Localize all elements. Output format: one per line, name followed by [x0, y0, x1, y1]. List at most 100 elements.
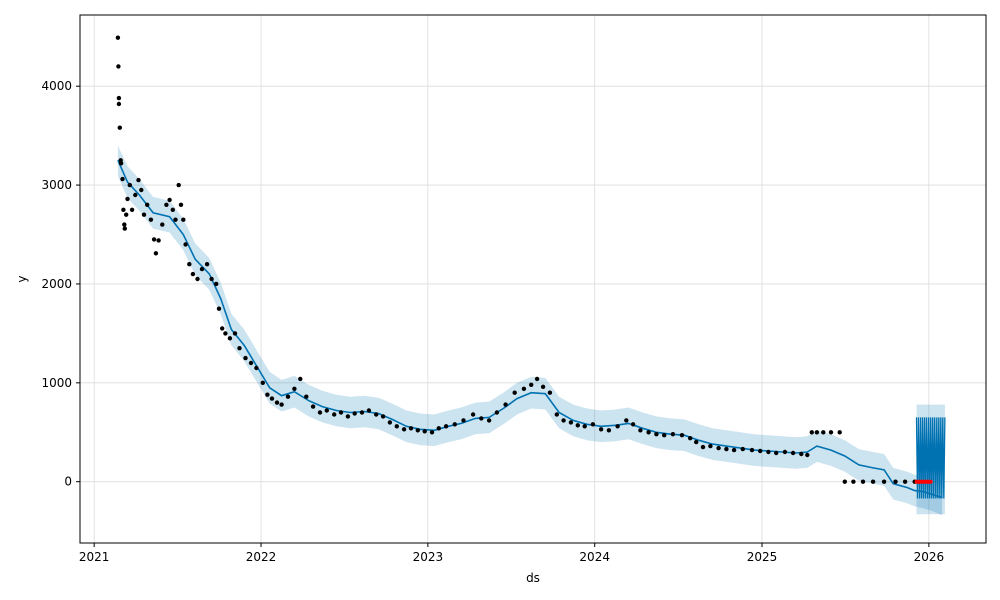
observed-point: [561, 418, 566, 423]
observed-point: [540, 384, 546, 389]
observed-point: [688, 436, 693, 441]
observed-point: [317, 410, 323, 415]
observed-point: [716, 445, 721, 451]
observed-point: [598, 427, 604, 432]
observed-point: [809, 430, 814, 435]
observed-point: [851, 479, 856, 484]
observed-point: [220, 326, 225, 331]
x-axis-label: ds: [526, 571, 540, 585]
y-tick-label: 3000: [41, 178, 72, 192]
observed-point: [554, 412, 559, 417]
observed-point: [662, 433, 667, 438]
observed-point: [214, 281, 219, 287]
observed-point: [624, 418, 629, 423]
observed-point: [274, 400, 280, 405]
observed-point: [638, 428, 643, 433]
observed-point: [121, 207, 126, 212]
forecast-line: [117, 159, 943, 499]
observed-point: [176, 182, 181, 188]
observed-point: [141, 212, 147, 217]
observed-point: [740, 446, 745, 452]
observed-point: [881, 479, 887, 484]
observed-point: [160, 222, 165, 227]
observed-point: [122, 222, 127, 227]
observed-point: [190, 271, 196, 277]
observed-point: [774, 450, 779, 456]
y-tick-label: 2000: [41, 277, 72, 291]
observed-point: [310, 404, 316, 409]
observed-point: [821, 430, 826, 435]
observed-point: [766, 449, 771, 455]
observed-point: [170, 207, 175, 212]
observed-point: [521, 386, 527, 391]
forecast-line-layer: [117, 159, 946, 499]
observed-point: [575, 423, 580, 428]
observed-point: [125, 196, 130, 202]
observed-point: [479, 416, 484, 421]
observed-point: [127, 182, 132, 188]
observed-point: [298, 376, 303, 382]
y-tick-label: 1000: [41, 376, 72, 390]
observed-point: [279, 402, 284, 407]
observed-point: [269, 396, 275, 401]
observed-point: [120, 176, 125, 182]
observed-point: [129, 207, 135, 212]
observed-point: [436, 426, 441, 431]
observed-point: [568, 420, 574, 425]
observed-point: [700, 444, 706, 450]
observed-point: [606, 428, 612, 433]
observed-point: [223, 331, 228, 336]
observed-point: [547, 390, 553, 395]
observed-point: [902, 479, 908, 484]
observed-point: [860, 479, 866, 484]
tick-layer: 2021 2022 2023 2024 2025 2026 0 1000 2000 3000 400…: [41, 79, 944, 564]
observed-point: [534, 376, 540, 382]
observed-point: [183, 242, 188, 247]
observed-point: [486, 418, 492, 423]
observed-point: [401, 427, 407, 432]
observed-point: [615, 424, 620, 429]
observed-point: [870, 479, 876, 484]
gridlines: [80, 15, 986, 543]
observed-points-layer: [115, 35, 917, 484]
observed-point: [243, 355, 248, 361]
observed-point: [173, 217, 178, 222]
observed-point: [694, 439, 699, 445]
observed-point: [209, 276, 214, 282]
observed-point: [708, 443, 713, 449]
observed-point: [227, 336, 233, 341]
observed-point: [148, 217, 154, 222]
observed-point: [408, 426, 414, 431]
observed-point: [529, 382, 534, 387]
observed-point: [115, 35, 121, 40]
observed-point: [512, 390, 517, 395]
observed-point: [494, 410, 500, 415]
observed-point: [387, 420, 393, 425]
observed-point: [758, 448, 763, 454]
observed-point: [145, 202, 150, 207]
x-tick-label: 2026: [914, 550, 945, 564]
observed-point: [167, 197, 172, 203]
observed-point: [352, 411, 357, 416]
observed-point: [366, 408, 372, 413]
observed-point: [630, 422, 636, 427]
observed-point: [232, 331, 238, 336]
observed-point: [814, 430, 820, 435]
observed-point: [187, 262, 192, 267]
observed-point: [122, 226, 128, 231]
observed-point: [842, 479, 847, 484]
observed-point: [260, 380, 265, 385]
observed-point: [805, 452, 810, 458]
y-tick-label: 4000: [41, 79, 72, 93]
x-tick-label: 2024: [579, 550, 610, 564]
observed-point: [749, 447, 755, 453]
observed-point: [470, 412, 476, 417]
observed-point: [380, 414, 386, 419]
observed-point: [133, 192, 138, 198]
uncertainty-band: [117, 145, 943, 516]
observed-point: [782, 449, 788, 455]
observed-point: [461, 418, 466, 423]
observed-point: [178, 202, 184, 207]
observed-point: [338, 410, 344, 415]
